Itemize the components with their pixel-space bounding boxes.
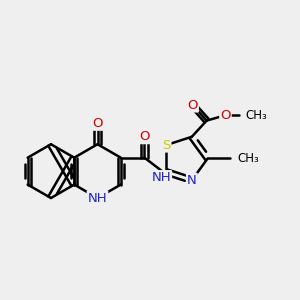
Text: O: O (220, 109, 231, 122)
Text: O: O (92, 117, 103, 130)
Text: NH: NH (88, 191, 107, 205)
Text: S: S (162, 139, 170, 152)
Text: O: O (188, 98, 198, 112)
Text: O: O (139, 130, 150, 143)
Text: NH: NH (152, 171, 171, 184)
Text: CH₃: CH₃ (237, 152, 259, 165)
Text: N: N (187, 174, 197, 187)
Text: CH₃: CH₃ (246, 109, 268, 122)
